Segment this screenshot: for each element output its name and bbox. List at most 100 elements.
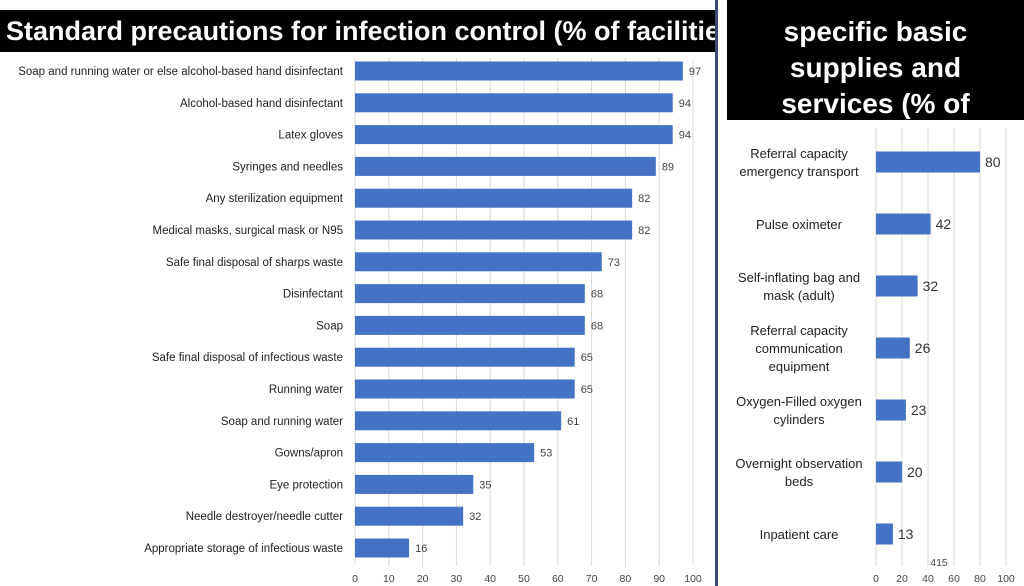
bar <box>355 252 602 272</box>
x-tick-label: 10 <box>383 573 395 585</box>
right-title-line-1: specific basic <box>783 16 968 47</box>
x-tick-label: 0 <box>352 573 358 585</box>
bar <box>876 461 902 483</box>
bar <box>355 188 633 208</box>
bar <box>355 93 673 113</box>
x-tick-label: 20 <box>896 573 908 585</box>
category-label: Syringes and needles <box>232 161 343 173</box>
data-label: 13 <box>898 526 914 542</box>
bar <box>355 156 656 176</box>
x-tick-label: 80 <box>620 573 632 585</box>
category-label: Soap and running water <box>221 416 343 428</box>
panel-divider <box>715 0 718 586</box>
bar <box>355 315 585 335</box>
data-label: 26 <box>915 340 931 356</box>
category-label: communication <box>755 341 842 356</box>
category-label: mask (adult) <box>763 288 835 303</box>
category-label: Soap and running water or else alcohol-b… <box>18 66 344 78</box>
data-label: 65 <box>581 384 593 396</box>
bar <box>355 474 474 494</box>
x-tick-label: 0 <box>873 573 879 585</box>
right-title-line-3: services (% of <box>781 88 970 119</box>
category-label: Overnight observation <box>735 456 862 471</box>
category-label: Alcohol-based hand disinfectant <box>180 98 344 110</box>
data-label: 82 <box>638 225 650 237</box>
x-tick-label: 100 <box>997 573 1015 585</box>
bar <box>876 399 906 421</box>
bar <box>876 213 931 235</box>
bar <box>355 61 683 81</box>
data-label: 23 <box>911 402 927 418</box>
bar <box>355 284 585 304</box>
data-label: 97 <box>689 66 701 78</box>
left-bar-chart: 0 10 20 30 40 50 60 70 80 90 100 Soap and running w… <box>18 58 702 585</box>
category-label: Pulse oximeter <box>756 217 843 232</box>
bar <box>876 523 893 545</box>
bar <box>355 125 673 145</box>
data-label: 32 <box>923 278 939 294</box>
data-label: 32 <box>469 511 481 523</box>
category-label: Appropriate storage of infectious waste <box>144 543 343 555</box>
data-label: 20 <box>907 464 923 480</box>
bar <box>355 411 562 431</box>
data-label: 68 <box>591 320 603 332</box>
data-label: 94 <box>679 98 691 110</box>
category-label: emergency transport <box>739 164 859 179</box>
category-label: Inpatient care <box>760 527 839 542</box>
x-tick-label: 40 <box>484 573 496 585</box>
x-tick-label: 40 <box>922 573 934 585</box>
data-label: 61 <box>567 416 579 428</box>
bar <box>876 337 910 359</box>
right-chart-panel: 0 20 40 60 80 100 Referral capacity emergency t… <box>719 0 1024 586</box>
bar <box>355 538 410 558</box>
x-tick-label: 20 <box>417 573 429 585</box>
x-tick-label: 80 <box>974 573 986 585</box>
bar <box>355 347 575 367</box>
category-label: Needle destroyer/needle cutter <box>186 511 343 523</box>
bar <box>355 506 464 526</box>
right-bar-chart: 0 20 40 60 80 100 Referral capacity emergency t… <box>735 128 1015 585</box>
category-label: Safe final disposal of sharps waste <box>166 257 343 269</box>
data-label: 73 <box>608 257 620 269</box>
bar <box>876 275 918 297</box>
x-tick-label: 90 <box>653 573 665 585</box>
category-label: Soap <box>316 320 343 332</box>
category-label: Gowns/apron <box>275 448 343 460</box>
bar <box>355 443 535 463</box>
data-label: 94 <box>679 130 691 142</box>
data-label: 65 <box>581 352 593 364</box>
x-tick-label: 50 <box>518 573 530 585</box>
category-label: Running water <box>269 384 343 396</box>
category-label: Oxygen-Filled oxygen <box>736 394 862 409</box>
data-label: 68 <box>591 289 603 301</box>
right-chart-title: specific basic supplies and services (% … <box>727 0 1024 120</box>
bar <box>355 379 575 399</box>
category-label: Eye protection <box>269 479 343 491</box>
bar <box>876 151 980 173</box>
left-chart-panel: Standard precautions for infection contr… <box>0 10 744 585</box>
left-chart-title: Standard precautions for infection contr… <box>0 10 744 52</box>
data-label: 82 <box>638 193 650 205</box>
category-label: Any sterilization equipment <box>206 193 344 205</box>
category-label: Referral capacity <box>750 323 848 338</box>
data-label: 89 <box>662 161 674 173</box>
x-tick-label: 70 <box>586 573 598 585</box>
category-label: Self-inflating bag and <box>738 270 860 285</box>
category-label: beds <box>785 474 814 489</box>
x-tick-label: 100 <box>684 573 702 585</box>
category-label: equipment <box>769 359 830 374</box>
data-label: 42 <box>936 216 952 232</box>
category-label: Latex gloves <box>278 130 343 142</box>
x-tick-label: 30 <box>451 573 463 585</box>
data-label: 53 <box>540 448 552 460</box>
page-number: 415 <box>930 557 948 569</box>
x-tick-label: 60 <box>552 573 564 585</box>
data-label: 35 <box>479 479 491 491</box>
data-label: 80 <box>985 154 1001 170</box>
right-title-line-2: supplies and <box>789 52 962 83</box>
category-label: cylinders <box>773 412 825 427</box>
data-label: 16 <box>415 543 427 555</box>
bar <box>355 220 633 240</box>
category-label: Disinfectant <box>283 289 344 301</box>
x-tick-label: 60 <box>948 573 960 585</box>
